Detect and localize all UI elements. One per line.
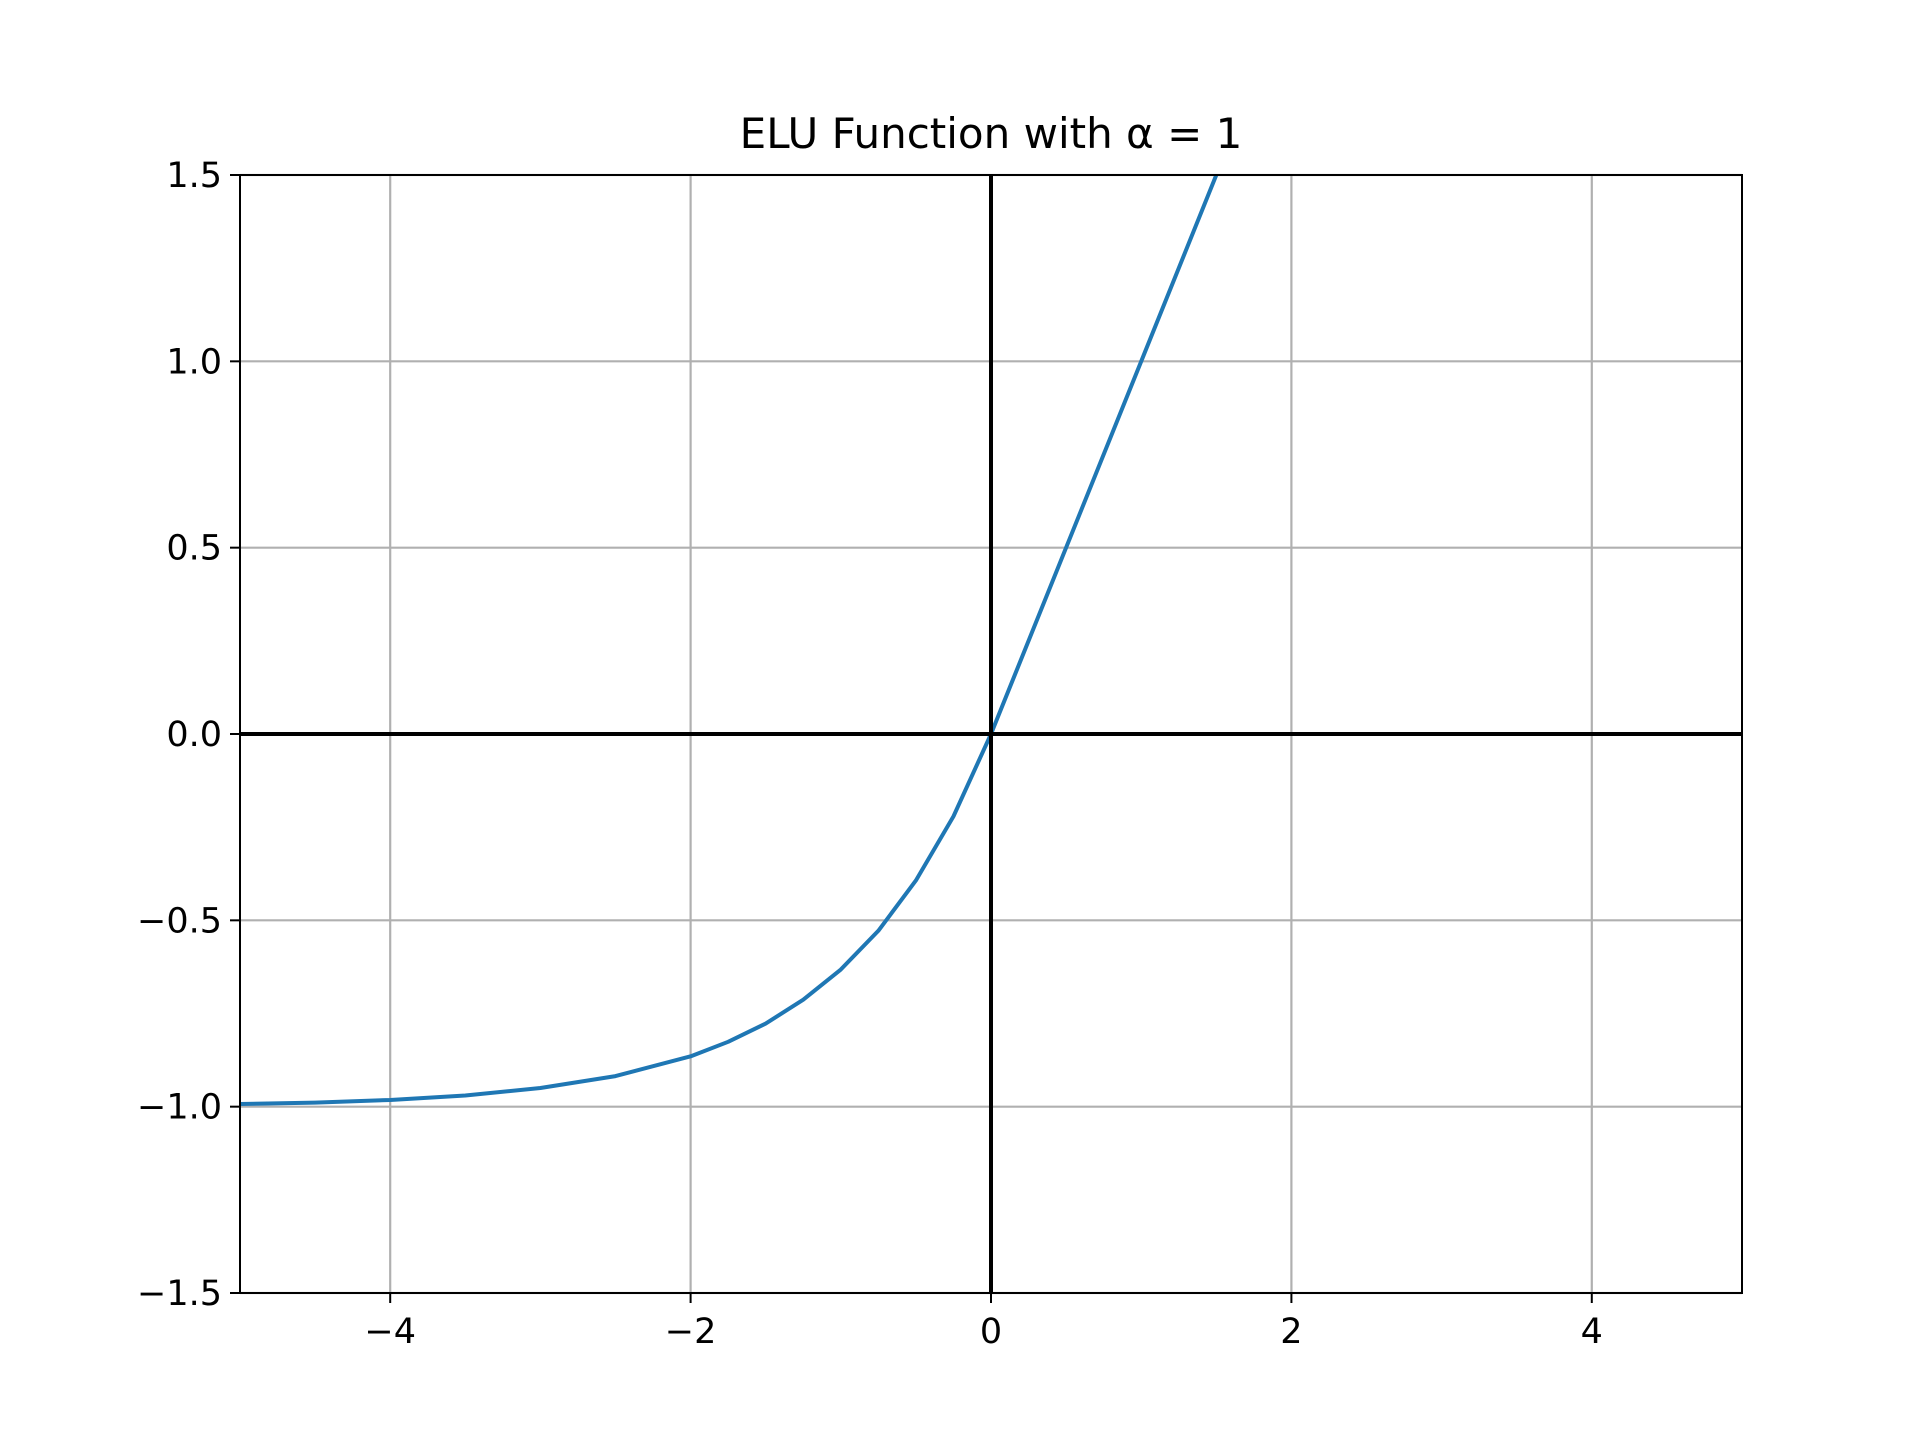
x-tick-label: 0 <box>980 1312 1002 1352</box>
tick-layer: −4 −2 0 2 4 −1.5 −1.0 −0.5 0.0 0.5 1.0 1.5 <box>137 156 1603 1352</box>
y-tick-label: −1.0 <box>137 1088 222 1128</box>
x-tick-label: −4 <box>364 1312 416 1352</box>
y-tick-label: −0.5 <box>137 901 222 941</box>
y-tick-label: 0.5 <box>166 529 222 569</box>
chart-title: ELU Function with α = 1 <box>740 109 1243 158</box>
x-tick-label: 2 <box>1280 1312 1302 1352</box>
x-tick-label: −2 <box>665 1312 717 1352</box>
x-tick-label: 4 <box>1581 1312 1603 1352</box>
y-tick-label: 1.5 <box>166 156 222 196</box>
reference-lines <box>240 175 1742 1293</box>
y-tick-label: 1.0 <box>166 342 222 382</box>
y-tick-label: −1.5 <box>137 1274 222 1314</box>
elu-curve <box>239 174 1219 1107</box>
y-tick-label: 0.0 <box>166 715 222 755</box>
series-layer <box>239 174 1219 1107</box>
